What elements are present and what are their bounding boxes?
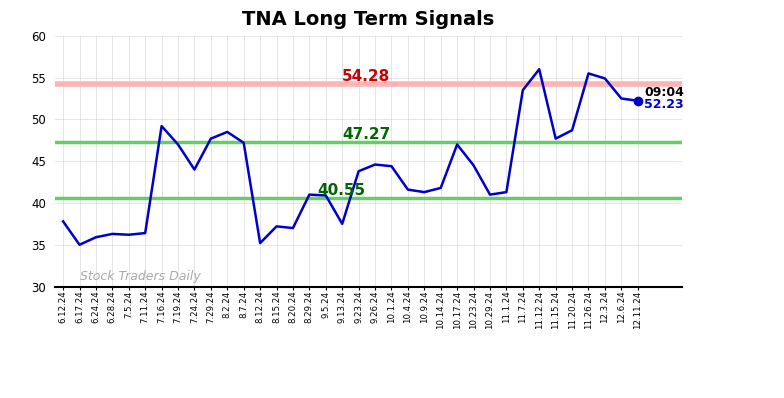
Text: 54.28: 54.28 (342, 69, 390, 84)
Title: TNA Long Term Signals: TNA Long Term Signals (242, 10, 495, 29)
Text: 52.23: 52.23 (644, 98, 684, 111)
Text: 40.55: 40.55 (318, 183, 365, 199)
Text: 09:04: 09:04 (644, 86, 684, 99)
Text: 47.27: 47.27 (342, 127, 390, 142)
Text: Stock Traders Daily: Stock Traders Daily (79, 270, 200, 283)
